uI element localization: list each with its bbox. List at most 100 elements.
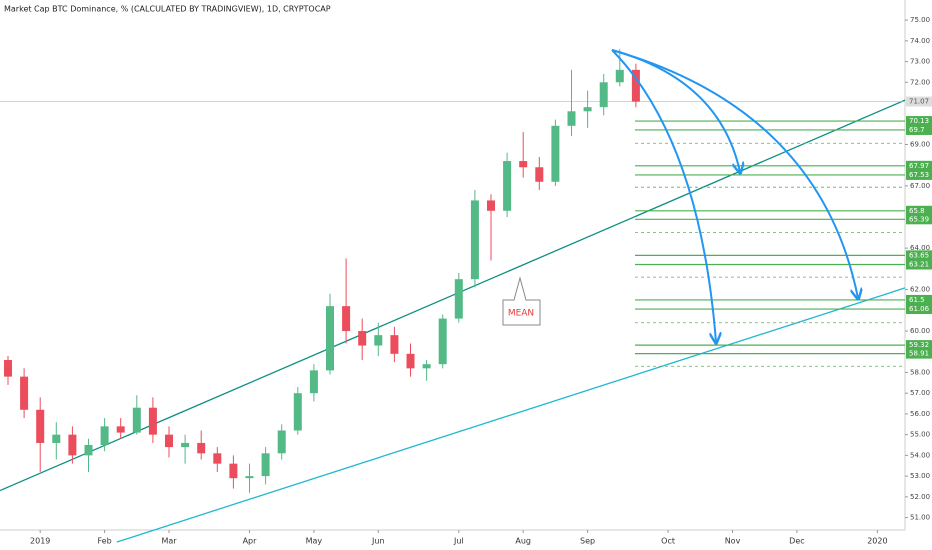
candle-body: [406, 353, 415, 369]
level-label: 61.5: [909, 296, 925, 304]
y-tick-label: 69.00: [910, 140, 930, 148]
candle-body: [293, 393, 302, 431]
candle-body: [374, 335, 383, 346]
chart-title: Market Cap BTC Dominance, % (CALCULATED …: [4, 5, 331, 14]
level-label: 67.53: [909, 171, 929, 179]
candle-body: [52, 434, 61, 443]
candle-body: [309, 370, 318, 394]
candle-body: [631, 69, 640, 102]
candle-body: [535, 167, 544, 182]
candle-body: [165, 434, 173, 448]
level-tag: [906, 340, 932, 351]
level-tag: [906, 259, 932, 270]
candle-body: [261, 453, 270, 477]
level-label: 67.97: [909, 162, 929, 170]
level-tag: [906, 348, 932, 359]
level-tag: [906, 160, 932, 171]
candle-body: [438, 318, 447, 365]
level-label: 58.91: [909, 350, 929, 358]
candle-body: [4, 360, 12, 377]
x-tick-label: 2019: [30, 537, 50, 546]
candle-body: [148, 407, 157, 435]
candle-body: [583, 107, 592, 112]
level-label: 70.13: [909, 117, 929, 125]
price-tag: [906, 96, 932, 107]
y-tick-label: 57.00: [910, 389, 930, 397]
x-tick-label: 2020: [867, 537, 887, 546]
y-tick-label: 51.00: [910, 514, 930, 522]
candle-body: [615, 69, 624, 83]
level-tag: [906, 205, 932, 216]
x-tick-label: Apr: [243, 537, 258, 546]
candle-body: [245, 476, 254, 479]
callout-box: [502, 276, 541, 326]
level-label: 65.8: [909, 207, 925, 215]
x-tick-label: Mar: [161, 537, 177, 546]
x-tick-label: Jun: [371, 537, 385, 546]
trendline: [116, 287, 906, 543]
y-tick-label: 58.00: [910, 368, 930, 376]
candle-body: [36, 409, 45, 443]
candle-body: [68, 434, 77, 456]
arrow: [611, 49, 716, 342]
x-tick-label: May: [306, 537, 323, 546]
candle-body: [277, 430, 286, 454]
mean-callout: MEAN: [502, 276, 541, 326]
y-tick-label: 64.00: [910, 244, 930, 252]
candle-body: [567, 111, 576, 126]
candle-body: [342, 306, 351, 332]
y-tick-label: 62.00: [910, 286, 930, 294]
level-label: 63.21: [909, 260, 929, 268]
level-label: 59.32: [909, 341, 929, 349]
candle-body: [519, 161, 528, 168]
candle-body: [487, 200, 495, 211]
x-tick-label: Jul: [453, 537, 464, 546]
x-tick-label: Oct: [661, 537, 675, 546]
annotation: MEAN: [508, 309, 534, 319]
candle-body: [213, 453, 222, 464]
y-tick-label: 72.00: [910, 78, 930, 86]
level-label: 69.7: [909, 126, 925, 134]
candle-body: [503, 161, 512, 211]
y-tick-label: 67.00: [910, 182, 930, 190]
level-tag: [906, 169, 932, 180]
candle-body: [422, 364, 431, 369]
candle-body: [551, 125, 560, 182]
candle-body: [326, 306, 334, 371]
candle-body: [599, 82, 608, 108]
y-tick-label: 56.00: [910, 410, 930, 418]
y-tick-label: 55.00: [910, 431, 930, 439]
level-label: 61.06: [909, 305, 930, 313]
x-tick-label: Sep: [580, 537, 595, 546]
arrows: [611, 49, 858, 342]
candle-body: [358, 331, 367, 346]
arrow: [611, 49, 858, 298]
level-tag: [906, 214, 932, 225]
level-tag: [906, 294, 932, 305]
y-tick-label: 53.00: [910, 472, 930, 480]
level-tag: [906, 116, 932, 127]
level-tag: [906, 124, 932, 135]
candle-body: [197, 442, 206, 454]
y-tick-label: 60.00: [910, 327, 930, 335]
y-tick-label: 52.00: [910, 493, 930, 501]
candle-body: [116, 426, 125, 433]
candle-body: [132, 407, 141, 433]
marks: [0, 49, 906, 543]
candle-body: [390, 335, 399, 354]
x-tick-label: Feb: [98, 537, 112, 546]
candle-body: [454, 279, 463, 319]
x-tick-label: Nov: [725, 537, 741, 546]
y-tick-label: 75.00: [910, 16, 930, 24]
candle-body: [20, 376, 29, 410]
y-tick-label: 73.00: [910, 58, 930, 66]
candle-body: [470, 200, 479, 280]
y-tick-label: 54.00: [910, 451, 930, 459]
y-tick-label: 74.00: [910, 37, 930, 45]
x-tick-label: Dec: [789, 537, 804, 546]
level-label: 63.65: [909, 251, 929, 259]
candle-body: [229, 463, 238, 479]
candle-body: [84, 445, 93, 456]
level-label: 65.39: [909, 215, 929, 223]
